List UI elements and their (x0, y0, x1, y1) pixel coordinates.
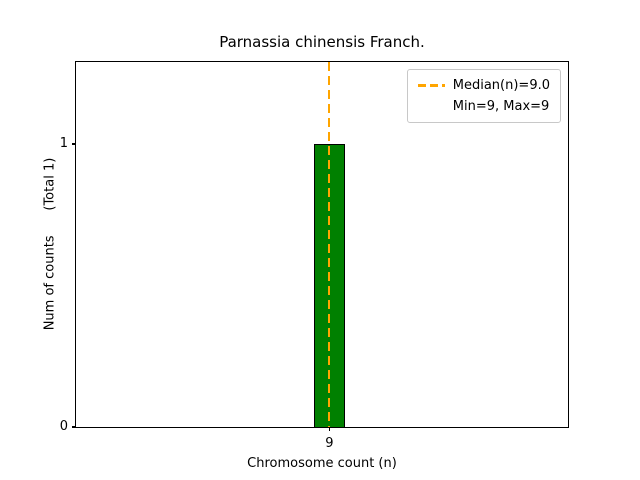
legend-entry-median: Median(n)=9.0 (417, 78, 550, 93)
x-tick-mark (328, 427, 330, 431)
legend-label-median: Median(n)=9.0 (452, 78, 550, 93)
x-tick-label: 9 (325, 436, 334, 451)
chart-title: Parnassia chinensis Franch. (219, 33, 425, 51)
y-tick-label: 0 (59, 419, 68, 434)
x-axis-label: Chromosome count (n) (247, 456, 397, 471)
legend-marker-spacer (418, 105, 445, 108)
y-tick-label: 1 (59, 136, 68, 152)
y-tick-mark (72, 426, 76, 428)
median-line (328, 62, 331, 427)
dashed-line-icon (417, 84, 445, 87)
y-axis-label: Num of counts (Total 1) (42, 157, 58, 331)
legend: Median(n)=9.0 Min=9, Max=9 (406, 69, 561, 123)
y-tick-mark (72, 143, 76, 145)
legend-label-minmax: Min=9, Max=9 (452, 99, 550, 114)
plot-area: 0 1 9 Chromosome count (n) Median(n)=9.0… (60, 61, 569, 471)
legend-entry-minmax: Min=9, Max=9 (418, 99, 550, 114)
